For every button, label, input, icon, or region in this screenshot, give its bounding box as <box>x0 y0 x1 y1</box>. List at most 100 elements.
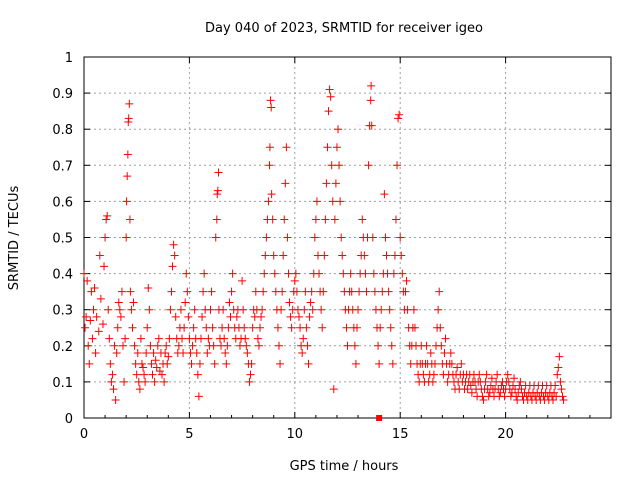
data-point <box>240 323 249 332</box>
data-point <box>194 392 203 401</box>
data-point <box>162 341 171 350</box>
data-point <box>213 190 222 199</box>
y-tick-label: 0.4 <box>52 268 73 283</box>
data-point <box>128 323 137 332</box>
data-point <box>125 215 134 224</box>
data-point <box>154 334 163 343</box>
data-point <box>157 370 166 379</box>
data-point <box>109 385 118 394</box>
data-point <box>422 341 431 350</box>
data-point <box>369 269 378 278</box>
data-point <box>171 312 180 321</box>
data-point <box>253 334 262 343</box>
data-point <box>222 359 231 368</box>
data-point <box>82 312 91 321</box>
data-point <box>164 352 173 361</box>
data-point <box>410 323 419 332</box>
data-point <box>169 240 178 249</box>
data-point <box>303 341 312 350</box>
data-point <box>497 381 506 390</box>
data-point <box>446 349 455 358</box>
data-point <box>362 287 371 296</box>
data-point <box>336 197 345 206</box>
data-point <box>381 233 390 242</box>
data-point <box>176 305 185 314</box>
y-tick-label: 0.7 <box>52 159 73 174</box>
y-tick-label: 1 <box>65 51 73 66</box>
data-point <box>457 359 466 368</box>
data-point <box>556 377 565 386</box>
data-point <box>182 269 191 278</box>
data-point <box>409 305 418 314</box>
data-point <box>282 143 291 152</box>
data-point-square <box>376 415 383 421</box>
data-point <box>232 312 241 321</box>
data-point <box>129 298 138 307</box>
axis-ticks: 0 5 10 15 20 0 0.1 0.2 0.3 0.4 0.5 0.6 0.7 0.8 0.9 1 <box>52 51 611 442</box>
data-point <box>198 312 207 321</box>
data-point <box>453 363 462 372</box>
data-point <box>343 341 352 350</box>
data-point <box>117 287 126 296</box>
data-point <box>166 305 175 314</box>
data-point <box>83 276 92 285</box>
data-point <box>299 334 308 343</box>
data-point <box>367 121 376 130</box>
data-point <box>183 287 192 296</box>
data-point <box>328 197 337 206</box>
data-point <box>142 349 151 358</box>
data-point <box>387 341 396 350</box>
data-point <box>98 320 107 329</box>
data-point <box>308 305 317 314</box>
data-point <box>276 359 285 368</box>
data-point <box>380 190 389 199</box>
data-point <box>247 359 256 368</box>
data-point <box>113 323 122 332</box>
data-point <box>391 215 400 224</box>
data-point <box>258 305 267 314</box>
data-point <box>398 269 407 278</box>
data-point <box>278 287 287 296</box>
data-point <box>239 305 248 314</box>
data-point <box>342 323 351 332</box>
data-point <box>187 359 196 368</box>
data-point <box>360 251 369 260</box>
data-point <box>84 341 93 350</box>
data-point <box>254 341 263 350</box>
data-point <box>189 323 198 332</box>
data-point <box>268 215 277 224</box>
data-point <box>368 233 377 242</box>
data-point <box>155 367 164 376</box>
data-point <box>551 381 560 390</box>
y-tick-label: 0.2 <box>52 340 73 355</box>
data-point <box>310 233 319 242</box>
data-point <box>441 334 450 343</box>
data-point <box>95 251 104 260</box>
data-point <box>394 114 403 123</box>
data-point <box>108 370 117 379</box>
data-point <box>265 143 274 152</box>
x-tick-label: 10 <box>287 427 304 442</box>
data-point <box>123 172 132 181</box>
y-axis-label: SRMTID / TECUs <box>7 186 22 291</box>
y-tick-label: 0.9 <box>52 87 73 102</box>
data-point <box>370 287 379 296</box>
data-point <box>111 395 120 404</box>
data-point <box>208 323 217 332</box>
data-point <box>382 251 391 260</box>
data-point <box>267 190 276 199</box>
data-point <box>168 262 177 271</box>
data-point <box>493 370 502 379</box>
data-point <box>323 143 332 152</box>
x-tick-label: 5 <box>185 427 193 442</box>
data-point <box>503 370 512 379</box>
data-point <box>107 377 116 386</box>
data-point <box>228 269 237 278</box>
data-point <box>550 388 559 397</box>
data-point <box>481 377 490 386</box>
data-point <box>434 305 443 314</box>
data-point <box>238 276 247 285</box>
data-point <box>436 323 445 332</box>
data-point <box>143 323 152 332</box>
data-point <box>358 215 367 224</box>
